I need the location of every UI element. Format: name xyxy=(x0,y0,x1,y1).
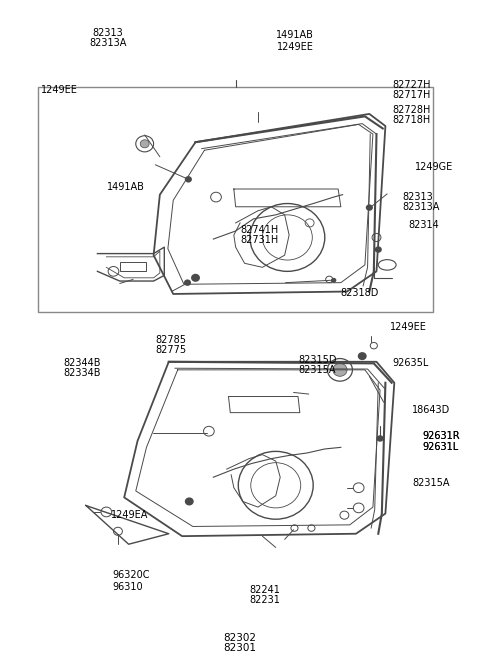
Text: 82314: 82314 xyxy=(408,220,439,230)
Text: 82775: 82775 xyxy=(155,345,186,355)
Bar xyxy=(38,87,432,312)
Text: 1249EE: 1249EE xyxy=(276,42,313,52)
Circle shape xyxy=(366,204,373,211)
Text: 92631R: 92631R xyxy=(422,431,460,441)
Text: 82718H: 82718H xyxy=(392,115,430,125)
Text: 92631L: 92631L xyxy=(422,442,458,452)
Text: 82315A: 82315A xyxy=(412,478,449,488)
Circle shape xyxy=(333,364,347,377)
Text: 82302: 82302 xyxy=(224,633,256,643)
Text: 92631L: 92631L xyxy=(422,442,458,452)
Circle shape xyxy=(358,352,367,360)
Circle shape xyxy=(184,280,191,286)
Text: 82741H: 82741H xyxy=(240,225,278,235)
Text: 82717H: 82717H xyxy=(392,90,431,100)
Text: 82313: 82313 xyxy=(402,192,433,202)
Text: 82785: 82785 xyxy=(155,335,186,345)
Text: 82241: 82241 xyxy=(250,585,280,595)
Circle shape xyxy=(376,435,384,441)
Text: 82727H: 82727H xyxy=(392,80,431,90)
Circle shape xyxy=(185,497,194,506)
Text: 82315D: 82315D xyxy=(298,355,336,365)
Text: 82728H: 82728H xyxy=(392,105,431,115)
Text: 82318D: 82318D xyxy=(340,288,378,298)
Text: 1249EA: 1249EA xyxy=(110,510,148,520)
Text: 1491AB: 1491AB xyxy=(276,30,314,40)
Text: 96320C: 96320C xyxy=(112,570,149,580)
Text: 82231: 82231 xyxy=(250,595,280,605)
Text: 92635L: 92635L xyxy=(392,358,428,368)
Circle shape xyxy=(331,278,336,283)
Text: 18643D: 18643D xyxy=(412,405,450,415)
Text: 82315A: 82315A xyxy=(298,365,336,375)
Circle shape xyxy=(375,246,382,253)
Text: 1249GE: 1249GE xyxy=(415,162,453,172)
Text: 82731H: 82731H xyxy=(240,235,278,245)
Text: 82344B: 82344B xyxy=(63,358,100,368)
Circle shape xyxy=(191,274,200,282)
Text: 82334B: 82334B xyxy=(63,368,100,378)
Text: 92631R: 92631R xyxy=(422,431,460,441)
Bar xyxy=(120,261,146,271)
Text: 82313A: 82313A xyxy=(89,38,127,48)
Text: 1249EE: 1249EE xyxy=(41,85,78,95)
Text: 82313A: 82313A xyxy=(402,202,439,212)
Text: 82313: 82313 xyxy=(93,28,123,38)
Text: 96310: 96310 xyxy=(112,582,143,592)
Text: 1491AB: 1491AB xyxy=(107,182,145,192)
Circle shape xyxy=(140,140,149,148)
Text: 82301: 82301 xyxy=(224,643,256,653)
Text: 1249EE: 1249EE xyxy=(390,322,427,332)
Circle shape xyxy=(185,176,192,183)
